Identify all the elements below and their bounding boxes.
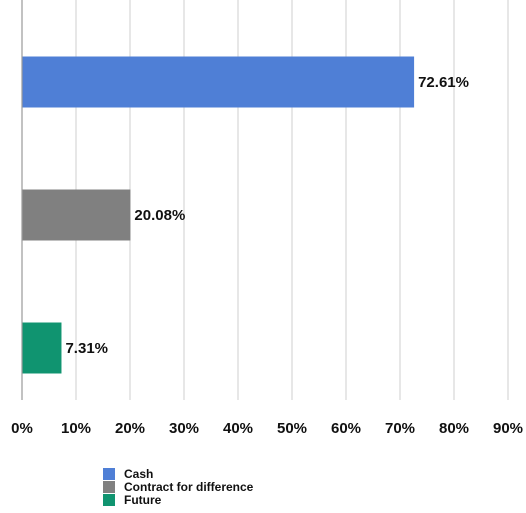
legend-label: Future (124, 493, 162, 507)
x-tick-label: 80% (439, 420, 469, 437)
x-tick-label: 50% (277, 420, 307, 437)
legend-swatch (103, 494, 115, 506)
data-label: 7.31% (65, 340, 108, 357)
x-tick-label: 70% (385, 420, 415, 437)
data-label: 72.61% (418, 74, 469, 91)
bars (22, 56, 415, 374)
x-tick-label: 30% (169, 420, 199, 437)
x-tick-label: 60% (331, 420, 361, 437)
legend-swatch (103, 481, 115, 493)
data-labels: 72.61% 20.08% 7.31% (65, 74, 468, 357)
x-tick-labels: 0% 10% 20% 30% 40% 50% 60% 70% 80% 90% (11, 420, 523, 437)
bar-cash (22, 56, 415, 108)
bar-future (22, 322, 62, 374)
x-tick-label: 40% (223, 420, 253, 437)
x-tick-label: 10% (61, 420, 91, 437)
data-label: 20.08% (134, 207, 185, 224)
legend-swatch (103, 468, 115, 480)
x-tick-label: 0% (11, 420, 33, 437)
legend-label: Contract for difference (124, 480, 254, 494)
x-tick-label: 20% (115, 420, 145, 437)
x-tick-label: 90% (493, 420, 523, 437)
bar-contract-for-difference (22, 189, 131, 241)
legend-label: Cash (124, 467, 153, 481)
